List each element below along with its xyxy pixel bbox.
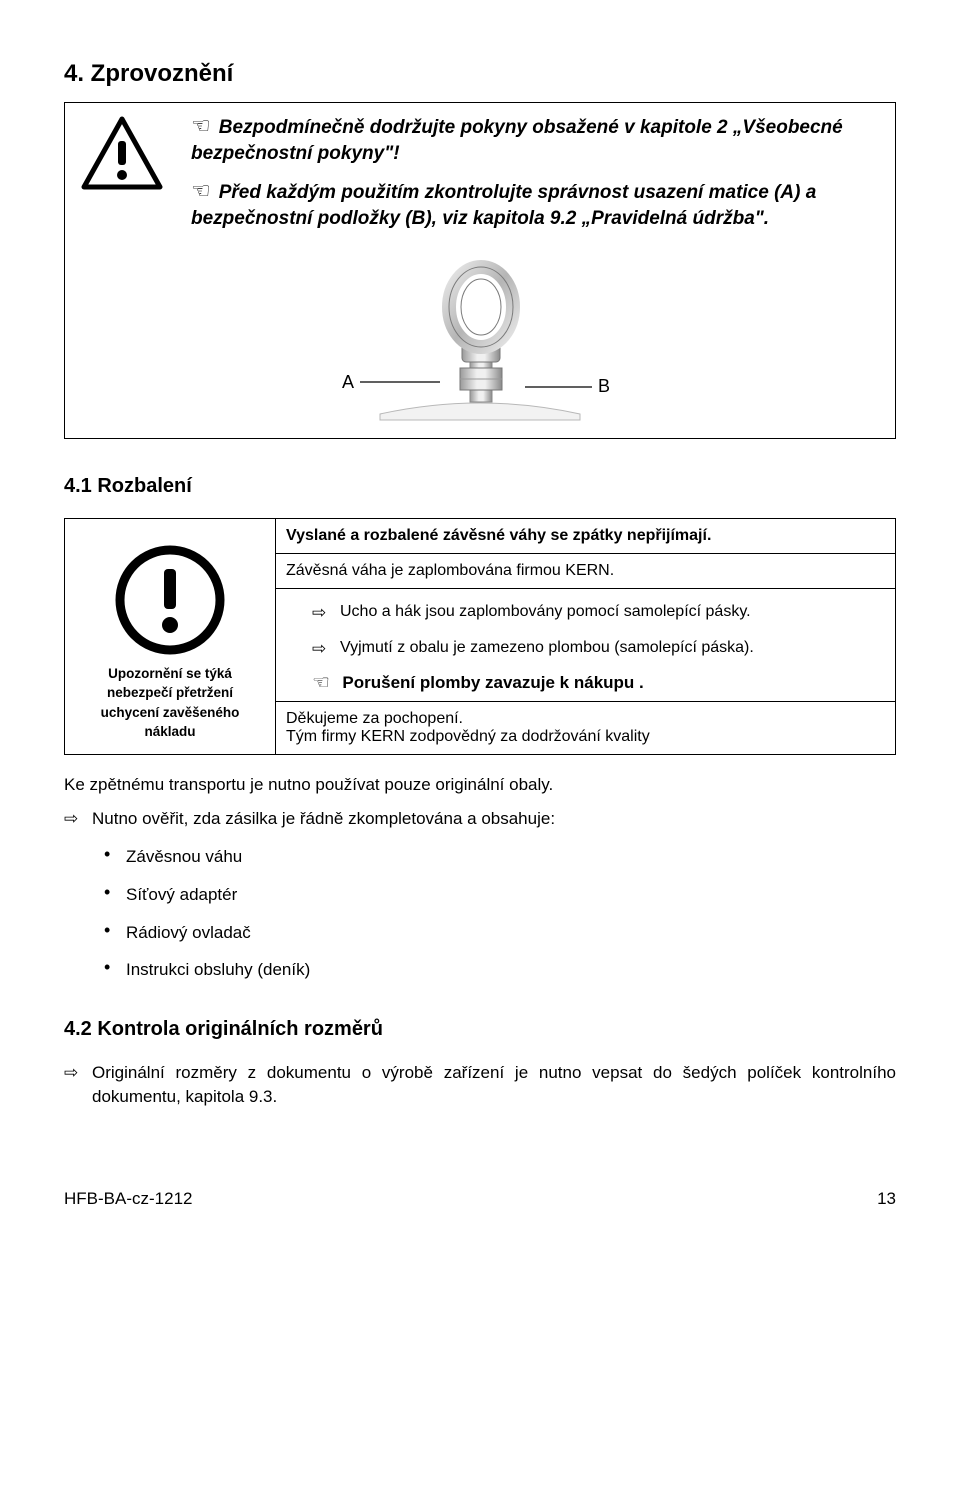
page-footer: HFB-BA-cz-1212 13	[64, 1189, 896, 1209]
bullet-4: Instrukci obsluhy (deník)	[104, 958, 896, 982]
prohibition-icon	[75, 545, 265, 658]
caption-line-2: nebezpečí přetržení	[75, 683, 265, 703]
row3-item-1: Ucho a hák jsou zaplombovány pomocí samo…	[312, 601, 885, 623]
transport-paragraph: Ke zpětnému transportu je nutno používat…	[64, 773, 896, 797]
left-caution-cell: Upozornění se týká nebezpečí přetržení u…	[65, 518, 276, 755]
check-line: Nutno ověřit, zda zásilka je řádně zkomp…	[64, 807, 896, 831]
row3-hand-text: Porušení plomby zavazuje k nákupu .	[342, 673, 643, 692]
footer-left: HFB-BA-cz-1212	[64, 1189, 192, 1209]
warning-line-2: Před každým použitím zkontrolujte správn…	[191, 182, 816, 229]
row1-text: Vyslané a rozbalené závěsné váhy se zpát…	[286, 527, 711, 544]
row3-item-2: Vyjmutí z obalu je zamezeno plombou (sam…	[312, 637, 885, 659]
caption-line-3: uchycení zavěšeného	[75, 703, 265, 723]
caption-line-4: nákladu	[75, 722, 265, 742]
bullet-1: Závěsnou váhu	[104, 845, 896, 869]
bullet-3: Rádiový ovladač	[104, 921, 896, 945]
hand-icon: ☜	[312, 673, 330, 693]
unpacking-table: Upozornění se týká nebezpečí přetržení u…	[64, 518, 896, 756]
warning-text: ☜Bezpodmínečně dodržujte pokyny obsažené…	[191, 115, 883, 246]
warning-box: ☜Bezpodmínečně dodržujte pokyny obsažené…	[64, 102, 896, 439]
section-4-heading: 4. Zprovoznění	[64, 60, 896, 88]
label-a: A	[342, 372, 354, 392]
section-4-2-arrow: Originální rozměry z dokumentu o výrobě …	[64, 1061, 896, 1109]
row4-line-2: Tým firmy KERN zodpovědný za dodržování …	[286, 728, 885, 746]
bullet-2: Síťový adaptér	[104, 883, 896, 907]
row4-line-1: Děkujeme za pochopení.	[286, 710, 885, 728]
caption-line-1: Upozornění se týká	[75, 664, 265, 684]
warning-line-1: Bezpodmínečně dodržujte pokyny obsažené …	[191, 117, 843, 164]
section-4-2-heading: 4.2 Kontrola originálních rozměrů	[64, 1018, 896, 1041]
footer-right: 13	[877, 1189, 896, 1209]
hand-icon: ☜	[191, 180, 211, 202]
warning-triangle-icon	[77, 115, 167, 193]
row2-text: Závěsná váha je zaplombována firmou KERN…	[286, 562, 614, 579]
hand-icon: ☜	[191, 115, 211, 137]
device-illustration: A B	[77, 252, 883, 422]
label-b: B	[598, 376, 610, 396]
section-4-1-heading: 4.1 Rozbalení	[64, 475, 896, 498]
